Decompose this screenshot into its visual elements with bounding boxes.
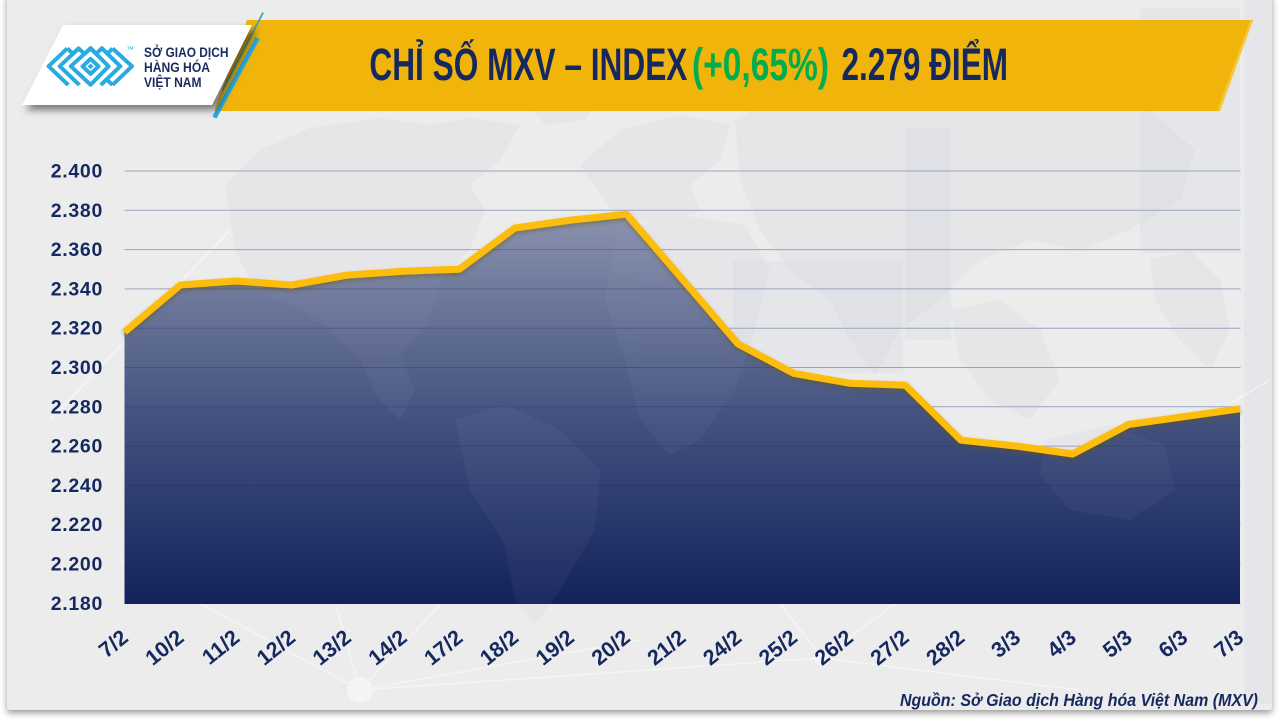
svg-text:(+0,65%): (+0,65%) bbox=[692, 39, 829, 90]
svg-text:2.340: 2.340 bbox=[51, 278, 103, 300]
svg-text:2.260: 2.260 bbox=[51, 436, 103, 458]
svg-text:VIỆT NAM: VIỆT NAM bbox=[144, 75, 202, 90]
svg-text:2.220: 2.220 bbox=[51, 514, 103, 536]
svg-text:2.240: 2.240 bbox=[51, 475, 103, 497]
svg-text:2.380: 2.380 bbox=[51, 200, 103, 222]
svg-text:TM: TM bbox=[127, 46, 134, 51]
svg-text:2.180: 2.180 bbox=[51, 593, 103, 615]
svg-text:2.360: 2.360 bbox=[51, 239, 103, 261]
svg-text:SỞ GIAO DỊCH: SỞ GIAO DỊCH bbox=[144, 45, 229, 60]
svg-text:2.279 ĐIỂM: 2.279 ĐIỂM bbox=[842, 39, 1009, 90]
svg-text:CHỈ SỐ MXV – INDEX: CHỈ SỐ MXV – INDEX bbox=[369, 39, 687, 90]
svg-text:Nguồn: Sở Giao dịch Hàng hóa V: Nguồn: Sở Giao dịch Hàng hóa Việt Nam (M… bbox=[900, 690, 1258, 710]
svg-text:2.320: 2.320 bbox=[51, 318, 103, 340]
svg-text:2.400: 2.400 bbox=[51, 161, 103, 183]
svg-text:HÀNG HÓA: HÀNG HÓA bbox=[144, 60, 210, 75]
svg-text:2.280: 2.280 bbox=[51, 396, 103, 418]
svg-text:2.300: 2.300 bbox=[51, 357, 103, 379]
svg-text:2.200: 2.200 bbox=[51, 554, 103, 576]
